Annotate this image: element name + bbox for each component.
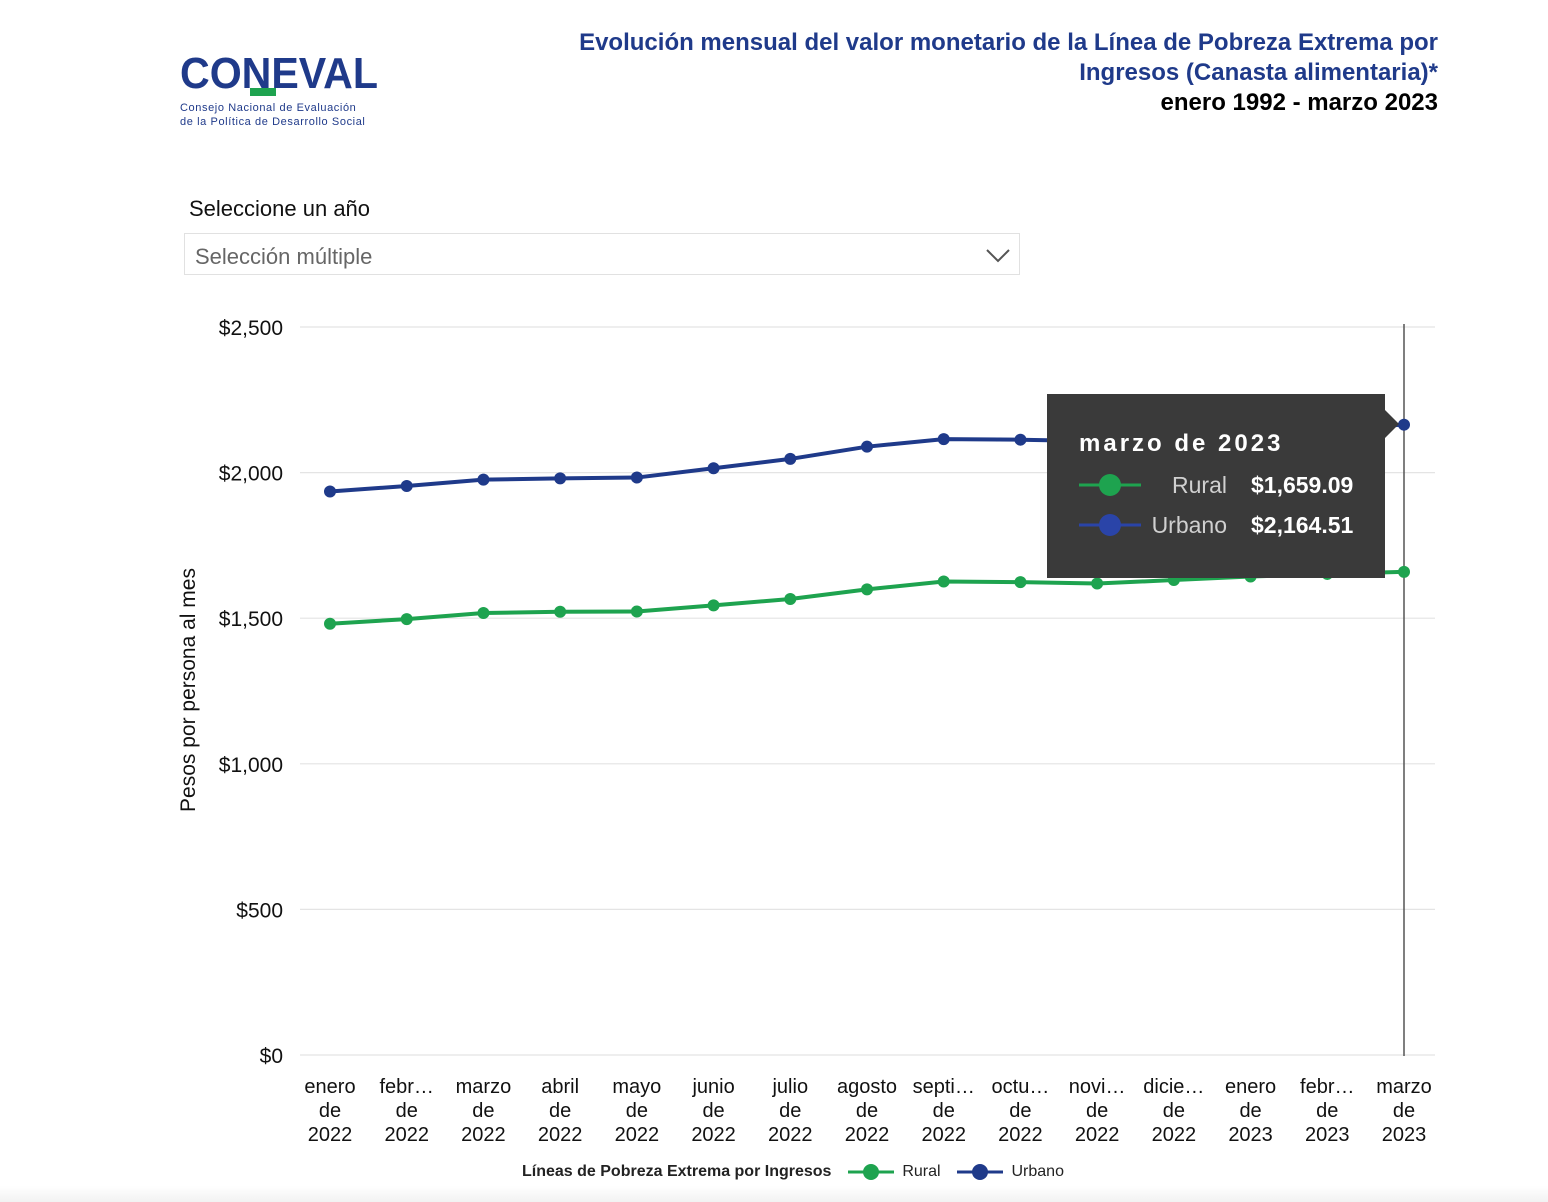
y-tick-label: $500 — [236, 899, 283, 922]
x-tick-label: agosto de 2022 — [837, 1076, 897, 1146]
logo-subtitle-line1: Consejo Nacional de Evaluación — [180, 102, 357, 114]
data-point-urbano[interactable] — [324, 485, 336, 498]
chart-gridlines — [300, 326, 1435, 1056]
legend-title: Líneas de Pobreza Extrema por Ingresos — [522, 1163, 832, 1180]
page-bottom-edge — [0, 1186, 1548, 1202]
data-point-urbano[interactable] — [1014, 433, 1027, 446]
data-point-rural[interactable] — [707, 599, 720, 612]
rural-line-marker-icon — [1079, 474, 1141, 496]
y-axis-label: Pesos por persona al mes — [177, 568, 200, 812]
report-title-line2: Ingresos (Canasta alimentaria)* — [1079, 59, 1438, 86]
data-point-rural[interactable] — [554, 605, 567, 618]
data-point-rural[interactable] — [630, 605, 643, 618]
year-slicer-dropdown[interactable]: Selección múltiple — [184, 233, 1020, 275]
x-tick-label: marzo de 2023 — [1376, 1076, 1432, 1146]
data-point-urbano[interactable] — [400, 479, 413, 492]
y-tick-label: $2,500 — [219, 317, 283, 340]
x-tick-label: marzo de 2022 — [456, 1076, 512, 1146]
logo-subtitle-line2: de la Política de Desarrollo Social — [180, 116, 366, 128]
tooltip-series-value: $1,659.09 — [1251, 472, 1354, 498]
tooltip-series-name: Rural — [1172, 472, 1227, 498]
coneval-logo: CONEVAL Consejo Nacional de Evaluación d… — [180, 48, 390, 132]
chart-legend: Líneas de Pobreza Extrema por Ingresos R… — [522, 1162, 1064, 1186]
x-tick-label: enero de 2022 — [304, 1076, 355, 1146]
report-title-block: Evolución mensual del valor monetario de… — [478, 28, 1438, 118]
tooltip-series-name: Urbano — [1151, 512, 1227, 538]
data-point-urbano[interactable] — [784, 452, 797, 465]
x-tick-label: octu… de 2022 — [992, 1076, 1050, 1146]
data-point-rural[interactable] — [477, 606, 490, 619]
x-tick-label: dicie… de 2022 — [1143, 1076, 1204, 1146]
y-tick-label: $1,500 — [219, 608, 283, 631]
data-point-rural[interactable] — [1014, 576, 1027, 589]
data-point-urbano[interactable] — [477, 473, 490, 486]
report-title-line1: Evolución mensual del valor monetario de… — [579, 29, 1438, 56]
tooltip-title: marzo de 2023 — [1079, 430, 1284, 457]
x-tick-label: abril de 2022 — [538, 1076, 583, 1146]
data-point-rural[interactable] — [937, 575, 950, 588]
rural-legend-marker-icon — [847, 1164, 894, 1180]
tooltip-row-rural: Rural $1,659.09 — [1077, 470, 1357, 500]
chevron-down-icon — [986, 249, 1010, 263]
data-point-urbano[interactable] — [937, 433, 950, 446]
x-tick-label: febr… de 2022 — [379, 1076, 433, 1146]
x-tick-label: septi… de 2022 — [913, 1076, 975, 1146]
data-point-urbano[interactable] — [554, 472, 567, 485]
year-slicer-value: Selección múltiple — [195, 244, 373, 269]
x-tick-label: enero de 2023 — [1225, 1076, 1276, 1146]
data-point-rural[interactable] — [861, 583, 873, 596]
data-point-urbano[interactable] — [861, 440, 873, 453]
x-axis: enero de 2022 febr… de 2022 marzo de 2022 abril de… — [304, 1076, 1431, 1146]
year-slicer-label: Seleccione un año — [189, 196, 371, 221]
legend-item-urbano[interactable]: Urbano — [955, 1162, 1064, 1182]
legend-label: Urbano — [1011, 1163, 1064, 1180]
data-point-urbano[interactable] — [1398, 418, 1410, 431]
legend-label: Rural — [902, 1163, 941, 1180]
tooltip-series-value: $2,164.51 — [1251, 512, 1354, 538]
y-tick-label: $1,000 — [219, 754, 283, 777]
tooltip-pointer — [1385, 410, 1399, 438]
logo-green-accent — [250, 88, 276, 96]
series-line-rural — [329, 569, 1405, 626]
coneval-logo-wordmark: CONEVAL — [180, 49, 378, 98]
data-point-rural[interactable] — [1398, 565, 1410, 578]
x-tick-label: junio de 2022 — [691, 1076, 736, 1146]
urbano-line-marker-icon — [1079, 514, 1141, 536]
y-axis: $0 $500 $1,000 $1,500 $2,000 $2,500 — [219, 317, 283, 1068]
data-point-rural[interactable] — [400, 613, 413, 626]
tooltip-row-urbano: Urbano $2,164.51 — [1077, 510, 1357, 540]
y-tick-label: $0 — [260, 1045, 283, 1068]
chart-tooltip: marzo de 2023 Rural $1,659.09 Urbano $2,… — [1047, 394, 1385, 578]
y-tick-label: $2,000 — [219, 463, 283, 486]
logo-text: CONEVAL — [180, 49, 378, 98]
data-point-rural[interactable] — [784, 592, 797, 605]
x-tick-label: febr… de 2023 — [1300, 1076, 1354, 1146]
data-point-urbano[interactable] — [630, 471, 643, 484]
data-point-urbano[interactable] — [707, 462, 720, 475]
urbano-legend-marker-icon — [957, 1164, 1004, 1180]
data-point-rural[interactable] — [324, 617, 336, 630]
x-tick-label: julio de 2022 — [768, 1076, 813, 1146]
legend-item-rural[interactable]: Rural — [846, 1162, 941, 1182]
report-date-range: enero 1992 - marzo 2023 — [1160, 89, 1439, 116]
data-point-rural[interactable] — [1091, 577, 1104, 590]
x-tick-label: mayo de 2022 — [612, 1076, 661, 1146]
x-tick-label: novi… de 2022 — [1069, 1076, 1126, 1146]
